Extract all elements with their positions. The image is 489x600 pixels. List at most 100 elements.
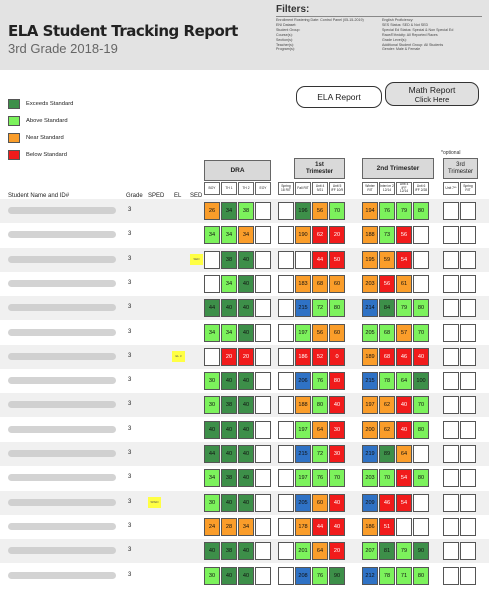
score-cell: 46 xyxy=(396,347,412,366)
score-cell: 188 xyxy=(295,396,311,415)
score-cell: 40 xyxy=(238,420,254,439)
score-cell: 72 xyxy=(312,299,328,318)
legend-exceeds-label: Exceeds Standard xyxy=(26,101,74,107)
program-flag: EL 3 xyxy=(172,350,185,362)
score-cell xyxy=(443,274,459,293)
score-cell xyxy=(278,469,294,488)
score-cell: 188 xyxy=(362,226,378,245)
score-cell xyxy=(255,372,271,391)
score-cell: 183 xyxy=(295,274,311,293)
score-cell: 28 xyxy=(221,517,237,536)
ela-report-label: ELA Report xyxy=(317,92,361,102)
student-name-redacted xyxy=(8,547,116,555)
student-name-redacted xyxy=(8,231,116,239)
score-cell: 38 xyxy=(221,250,237,269)
col-el: EL xyxy=(174,193,182,199)
score-cell: 34 xyxy=(221,202,237,220)
score-cell: 38 xyxy=(221,542,237,561)
score-cell: 40 xyxy=(238,299,254,318)
score-cell: 34 xyxy=(204,469,220,488)
score-cell: 34 xyxy=(221,274,237,293)
subheader-dra: TH 1 xyxy=(221,182,237,195)
score-cell: 203 xyxy=(362,469,378,488)
score-cell: 79 xyxy=(396,542,412,561)
score-cell xyxy=(443,542,459,561)
student-name-redacted xyxy=(8,571,116,579)
col-sped: SPED xyxy=(148,193,165,199)
grade-value: 3 xyxy=(128,352,132,359)
score-cell: 20 xyxy=(329,542,345,561)
table-row: 3 34 40 183 68 60 203 56 61 xyxy=(0,272,489,296)
student-name-redacted xyxy=(8,498,116,506)
score-cell xyxy=(460,274,476,293)
col-sed: SED xyxy=(190,193,203,199)
score-cell: 38 xyxy=(221,396,237,415)
score-cell xyxy=(278,372,294,391)
table-row: 3 34 34 34 190 62 20 188 73 56 xyxy=(0,223,489,247)
score-cell: 61 xyxy=(396,274,412,293)
score-cell: 80 xyxy=(413,420,429,439)
score-cell: 34 xyxy=(238,517,254,536)
student-name-redacted xyxy=(8,255,116,263)
legend-near: Near Standard xyxy=(8,133,64,143)
table-row: 3 30 40 40 208 76 90 212 78 71 80 xyxy=(0,564,489,588)
filter-line: English Proficiency: xyxy=(382,18,414,22)
score-cell: 64 xyxy=(312,542,328,561)
score-cell: 20 xyxy=(238,347,254,366)
group-trimester-3: 3rd Trimester xyxy=(443,158,478,179)
grade-value: 3 xyxy=(128,304,132,311)
filter-line: ENI Dataset: xyxy=(276,22,297,27)
score-cell xyxy=(278,566,294,585)
score-cell: 40 xyxy=(238,566,254,585)
score-cell: 215 xyxy=(362,372,378,391)
score-cell: 80 xyxy=(329,372,345,391)
score-cell: 59 xyxy=(379,250,395,269)
math-report-button[interactable]: Math Report Click Here xyxy=(385,82,479,106)
subheader-t1: Spring 18 RIT xyxy=(278,182,294,195)
score-cell: 80 xyxy=(312,396,328,415)
legend-above: Above Standard xyxy=(8,116,68,126)
grade-value: 3 xyxy=(128,450,132,456)
filter-line: Enrollment Rostering Date: Control Panel… xyxy=(276,18,364,22)
score-cell: 70 xyxy=(413,396,429,415)
score-cell xyxy=(443,420,459,439)
score-cell xyxy=(396,517,412,536)
score-cell: 40 xyxy=(238,250,254,269)
score-cell: 81 xyxy=(379,542,395,561)
score-cell xyxy=(460,202,476,220)
student-name-redacted xyxy=(8,207,116,214)
score-cell xyxy=(255,396,271,415)
score-cell xyxy=(255,202,271,220)
subheader-dra: TH 2 xyxy=(238,182,254,195)
score-cell: 40 xyxy=(238,542,254,561)
score-cell xyxy=(278,323,294,342)
legend-near-label: Near Standard xyxy=(26,135,64,141)
subheader-t2: Interi m 2 12/14 xyxy=(379,182,395,195)
math-report-label: Math Report xyxy=(408,85,456,95)
score-cell: 44 xyxy=(312,250,328,269)
score-cell xyxy=(255,493,271,512)
score-cell: 40 xyxy=(221,445,237,463)
score-cell: 186 xyxy=(362,517,378,536)
score-cell: 40 xyxy=(221,420,237,439)
score-cell: 100 xyxy=(413,372,429,391)
score-cell: 197 xyxy=(295,469,311,488)
score-cell: 38 xyxy=(238,202,254,220)
score-cell: 205 xyxy=(295,493,311,512)
score-cell xyxy=(278,517,294,536)
score-cell: 0 xyxy=(329,347,345,366)
score-cell xyxy=(443,372,459,391)
score-cell xyxy=(460,226,476,245)
score-cell xyxy=(443,493,459,512)
student-name-redacted xyxy=(8,401,116,409)
ela-report-button[interactable]: ELA Report xyxy=(296,86,382,108)
score-cell: 60 xyxy=(329,323,345,342)
student-name-redacted xyxy=(8,425,116,433)
score-cell xyxy=(460,347,476,366)
score-cell: 79 xyxy=(396,299,412,318)
score-cell xyxy=(460,420,476,439)
legend-below: Below Standard xyxy=(8,150,67,160)
subheader-t3: Spring RIT xyxy=(460,182,476,195)
grade-value: 3 xyxy=(128,377,132,384)
group-trimester-2: 2nd Trimester xyxy=(362,158,434,179)
